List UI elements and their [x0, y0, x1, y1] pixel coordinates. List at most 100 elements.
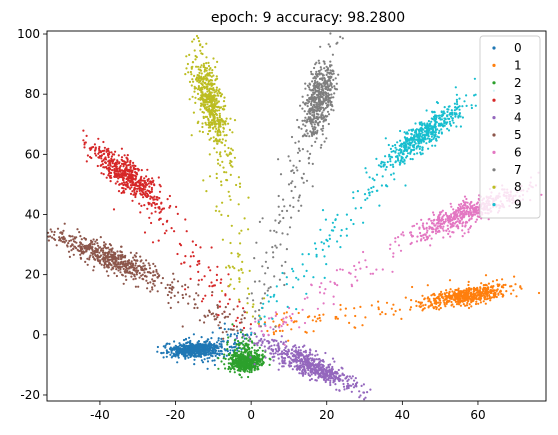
data-point — [103, 266, 106, 269]
data-point — [303, 133, 306, 136]
data-point — [148, 185, 151, 188]
data-point — [266, 329, 269, 333]
data-point — [150, 204, 153, 207]
data-point — [239, 331, 243, 334]
data-point — [229, 370, 232, 373]
data-point — [96, 242, 99, 245]
data-point — [89, 155, 92, 159]
data-point — [446, 224, 449, 227]
data-point — [469, 205, 472, 208]
data-point — [125, 180, 128, 184]
data-point — [285, 321, 288, 324]
data-point — [319, 146, 322, 149]
data-point — [140, 266, 143, 269]
data-point — [110, 171, 113, 175]
data-point — [107, 164, 110, 167]
data-point — [108, 172, 111, 175]
data-point — [324, 288, 327, 291]
data-point — [290, 319, 293, 322]
data-point — [235, 347, 238, 350]
data-point — [175, 205, 178, 208]
data-point — [319, 45, 322, 48]
data-point — [53, 233, 56, 236]
data-point — [278, 347, 281, 350]
data-point — [212, 348, 215, 351]
data-point — [59, 239, 63, 242]
data-point — [85, 134, 88, 137]
data-point — [221, 352, 224, 355]
data-point — [425, 231, 428, 234]
data-point — [222, 100, 226, 103]
data-point — [102, 140, 105, 144]
data-point — [304, 359, 307, 362]
data-point — [137, 265, 140, 268]
data-point — [278, 326, 281, 329]
data-point — [124, 188, 127, 191]
data-point — [242, 326, 246, 330]
data-point — [109, 248, 112, 251]
data-point — [231, 265, 234, 268]
data-point — [381, 268, 384, 271]
data-point — [267, 347, 270, 350]
data-point — [277, 357, 280, 360]
data-point — [352, 386, 356, 389]
data-point — [241, 260, 244, 263]
data-point — [426, 284, 429, 287]
data-point — [392, 255, 395, 258]
data-point — [251, 346, 254, 349]
data-point — [113, 265, 116, 268]
data-point — [197, 283, 200, 286]
data-point — [224, 357, 227, 360]
data-point — [181, 285, 184, 288]
data-point — [434, 224, 437, 227]
data-point — [93, 149, 97, 152]
data-point — [80, 238, 83, 241]
data-point — [193, 363, 196, 366]
data-point — [303, 369, 306, 372]
data-point — [173, 294, 176, 297]
data-point — [191, 345, 195, 348]
data-point — [291, 180, 294, 183]
data-point — [224, 294, 227, 297]
data-point — [179, 349, 182, 352]
data-point — [442, 236, 445, 239]
data-point — [447, 216, 450, 219]
data-point — [143, 231, 147, 234]
data-point — [258, 359, 261, 362]
data-point — [444, 295, 447, 298]
data-point — [269, 358, 272, 361]
data-point — [500, 292, 503, 295]
data-point — [452, 224, 455, 227]
data-point — [500, 285, 504, 288]
data-point — [310, 373, 313, 376]
data-point — [194, 349, 197, 352]
data-point — [483, 298, 486, 301]
data-point — [215, 279, 218, 282]
data-point — [329, 32, 332, 35]
data-point — [280, 264, 283, 267]
data-point — [319, 366, 322, 369]
data-point — [250, 352, 253, 355]
data-point — [210, 343, 213, 347]
data-point — [322, 378, 326, 381]
data-point — [318, 92, 321, 95]
data-point — [122, 282, 125, 285]
data-point — [324, 79, 327, 82]
data-point — [451, 290, 454, 293]
data-point — [277, 368, 280, 371]
data-point — [313, 79, 317, 82]
data-point — [302, 373, 305, 376]
data-point — [85, 160, 88, 163]
data-point — [333, 85, 336, 88]
data-point — [464, 224, 467, 227]
data-point — [285, 316, 288, 319]
data-point — [318, 101, 321, 104]
data-point — [320, 88, 324, 91]
data-point — [498, 283, 501, 286]
data-point — [250, 370, 253, 374]
data-point — [152, 282, 155, 285]
data-point — [104, 156, 107, 159]
data-point — [302, 134, 305, 137]
data-point — [315, 358, 318, 361]
data-point — [442, 225, 445, 228]
